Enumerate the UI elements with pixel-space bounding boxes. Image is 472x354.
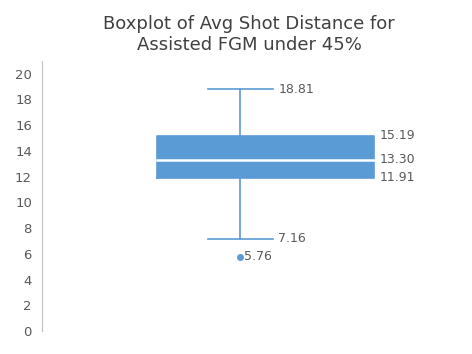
Text: 5.76: 5.76 bbox=[244, 250, 272, 263]
Text: 18.81: 18.81 bbox=[278, 82, 314, 96]
Text: 15.19: 15.19 bbox=[379, 129, 415, 142]
Text: 11.91: 11.91 bbox=[379, 171, 415, 184]
Title: Boxplot of Avg Shot Distance for
Assisted FGM under 45%: Boxplot of Avg Shot Distance for Assiste… bbox=[103, 15, 395, 54]
Text: 13.30: 13.30 bbox=[379, 153, 415, 166]
Bar bbox=[157, 136, 374, 178]
Text: 7.16: 7.16 bbox=[278, 233, 306, 245]
